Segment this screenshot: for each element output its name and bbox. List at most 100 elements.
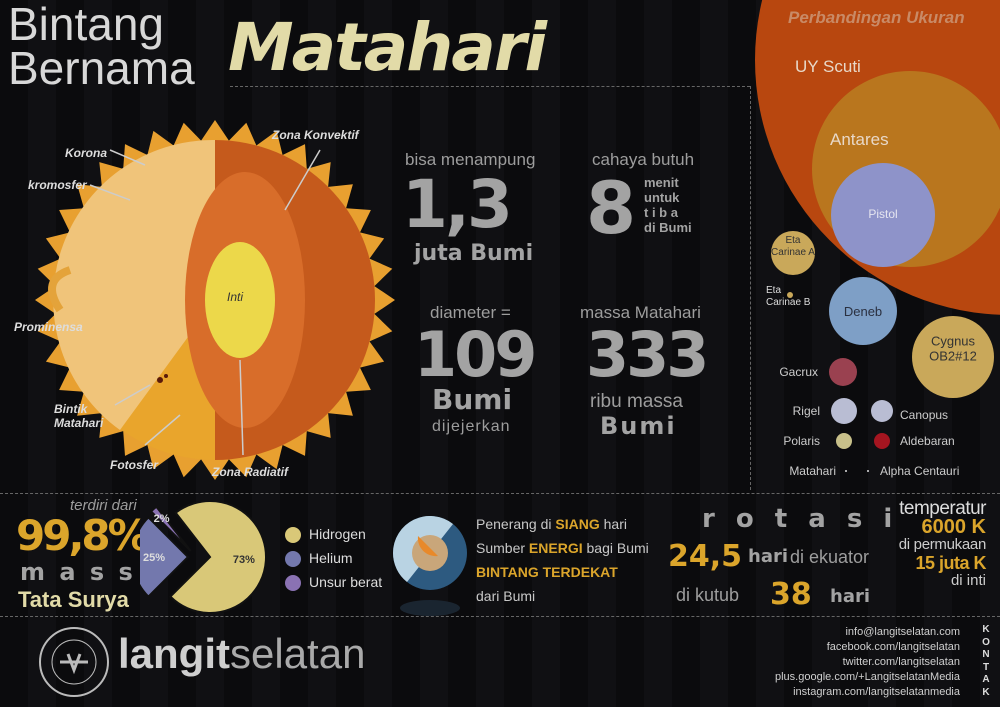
star-label: Polaris <box>783 434 820 448</box>
divider <box>0 493 1000 494</box>
text: bagi Bumi <box>582 540 649 556</box>
star-circle-deneb <box>829 277 897 345</box>
stat-light-value: 8 <box>586 166 637 250</box>
star-label: Aldebaran <box>900 434 955 448</box>
pie-slice-unsur-berat <box>149 505 192 552</box>
label-kromosfer: kromosfer <box>28 178 87 192</box>
legend-swatch <box>285 527 301 544</box>
legend-label: Hidrogen <box>309 526 366 542</box>
contact-link[interactable]: twitter.com/langitselatan <box>842 656 960 668</box>
stat-volume-value: 1,3 <box>402 166 513 243</box>
title-line1: Bintang <box>8 0 165 50</box>
legend-item: Hidrogen <box>285 522 382 546</box>
legend-swatch <box>285 575 301 592</box>
pie-legend: Hidrogen Helium Unsur berat <box>285 522 382 594</box>
star-label: Antares <box>830 130 889 149</box>
rotation-title: r o t a s i <box>702 504 899 534</box>
contact-link[interactable]: instagram.com/langitselatanmedia <box>793 686 960 698</box>
star-circle-cygnus-ob2-12 <box>912 316 994 398</box>
contact-link[interactable]: plus.google.com/+LangitselatanMedia <box>775 671 960 683</box>
star-label: Cygnus OB2#12 <box>929 334 977 364</box>
divider <box>0 616 1000 617</box>
star-label: Alpha Centauri <box>880 464 959 478</box>
rotation-equator-unit: hari <box>748 546 789 567</box>
star-label: Eta Carinae A <box>771 235 815 258</box>
star-label: UY Scuti <box>795 57 861 76</box>
stat-volume-unit: juta Bumi <box>414 241 534 266</box>
text: t i b a <box>644 205 678 220</box>
temperature-title: temperatur <box>899 498 986 519</box>
temperature-surface-value: 6000 K <box>921 516 987 538</box>
star-circle-gacrux <box>829 358 857 386</box>
star-label: Rigel <box>793 404 820 418</box>
text: SIANG <box>555 516 600 532</box>
label-inti: Inti <box>227 290 244 304</box>
label-prominensa: Prominensa <box>14 320 83 334</box>
stat-diameter-caption: diameter = <box>430 303 511 322</box>
composition-pie-chart: 73% 25% 2% <box>140 500 267 614</box>
sun-moon-icon <box>393 516 467 616</box>
text: Penerang di <box>476 516 556 532</box>
fact-1: Penerang di SIANG hari <box>476 512 649 536</box>
rotation-pole-unit: hari <box>830 586 871 607</box>
composition-bottom: Tata Surya <box>18 587 129 612</box>
sun-chromosphere <box>53 139 215 430</box>
divider <box>230 86 750 87</box>
stat-diameter-note: dijejerkan <box>432 418 511 435</box>
composition-value: 99,8% <box>16 511 150 560</box>
composition-caption: terdiri dari <box>70 497 137 514</box>
rotation-pole-label: di kutub <box>676 585 740 605</box>
text: hari <box>599 516 627 532</box>
label-korona: Korona <box>65 146 107 160</box>
divider <box>750 86 751 490</box>
star-circle-canopus <box>871 400 893 422</box>
star-circle-pistol <box>831 163 935 267</box>
contact-list: info@langitselatan.com facebook.com/langi… <box>775 625 960 700</box>
star-circle-eta-carinae-b <box>787 292 793 298</box>
text: untuk <box>644 190 680 205</box>
legend-swatch <box>285 551 301 568</box>
label-zona-konvektif: Zona Konvektif <box>272 128 359 142</box>
text: Sumber <box>476 540 529 556</box>
contact-label: KONTAK <box>982 624 990 698</box>
fact-4: dari Bumi <box>476 588 536 604</box>
contact-link[interactable]: facebook.com/langitselatan <box>826 641 960 653</box>
brand-name: langitselatan <box>118 630 365 678</box>
star-circle-matahari <box>845 470 847 472</box>
star-label: Eta Carinae B <box>766 285 811 308</box>
star-label: Pistol <box>868 207 897 221</box>
contact-link[interactable]: info@langitselatan.com <box>845 626 960 638</box>
rotation-equator-label: di ekuator <box>790 547 870 567</box>
size-comparison: UY Scuti Antares Pistol Eta Carinae A Eta Cari… <box>755 0 1000 478</box>
pie-label: 25% <box>143 552 165 564</box>
star-circle-eta-carinae-a <box>771 231 815 275</box>
star-label: Canopus <box>900 408 948 422</box>
fact-3: BINTANG TERDEKAT <box>476 564 618 580</box>
legend-item: Unsur berat <box>285 570 382 594</box>
rotation-pole-value: 38 <box>770 577 812 612</box>
pie-slice-hidrogen <box>168 500 267 614</box>
stat-mass-unit: ribu massa <box>590 391 683 412</box>
pie-slice-helium <box>140 515 190 599</box>
legend-label: Unsur berat <box>309 574 383 590</box>
stat-light-side: menit untuk t i b a di Bumi <box>644 175 692 235</box>
page-title: Matahari <box>228 9 547 86</box>
stat-light-caption: cahaya butuh <box>592 150 695 169</box>
label-zona-radiatif: Zona Radiatif <box>212 465 289 479</box>
fact-2: Sumber ENERGI bagi Bumi <box>476 536 649 560</box>
label-fotosfer: Fotosfer <box>110 458 158 472</box>
star-circle-alpha-centauri <box>867 470 869 472</box>
text: ENERGI <box>528 540 583 556</box>
sun-diagram <box>35 120 395 480</box>
brand-light: selatan <box>230 630 366 677</box>
stat-mass-value: 333 <box>586 318 709 391</box>
stat-diameter-value: 109 <box>414 318 537 391</box>
size-comparison-title: Perbandingan Ukuran <box>788 8 965 27</box>
star-label: Gacrux <box>779 365 818 379</box>
legend-label: Helium <box>309 550 353 566</box>
stat-diameter-unit: Bumi <box>432 383 513 416</box>
pie-label: 2% <box>154 513 170 525</box>
langitselatan-logo <box>39 627 109 697</box>
temperature-core-value: 15 juta K <box>915 553 986 573</box>
star-circle-aldebaran <box>874 433 890 449</box>
